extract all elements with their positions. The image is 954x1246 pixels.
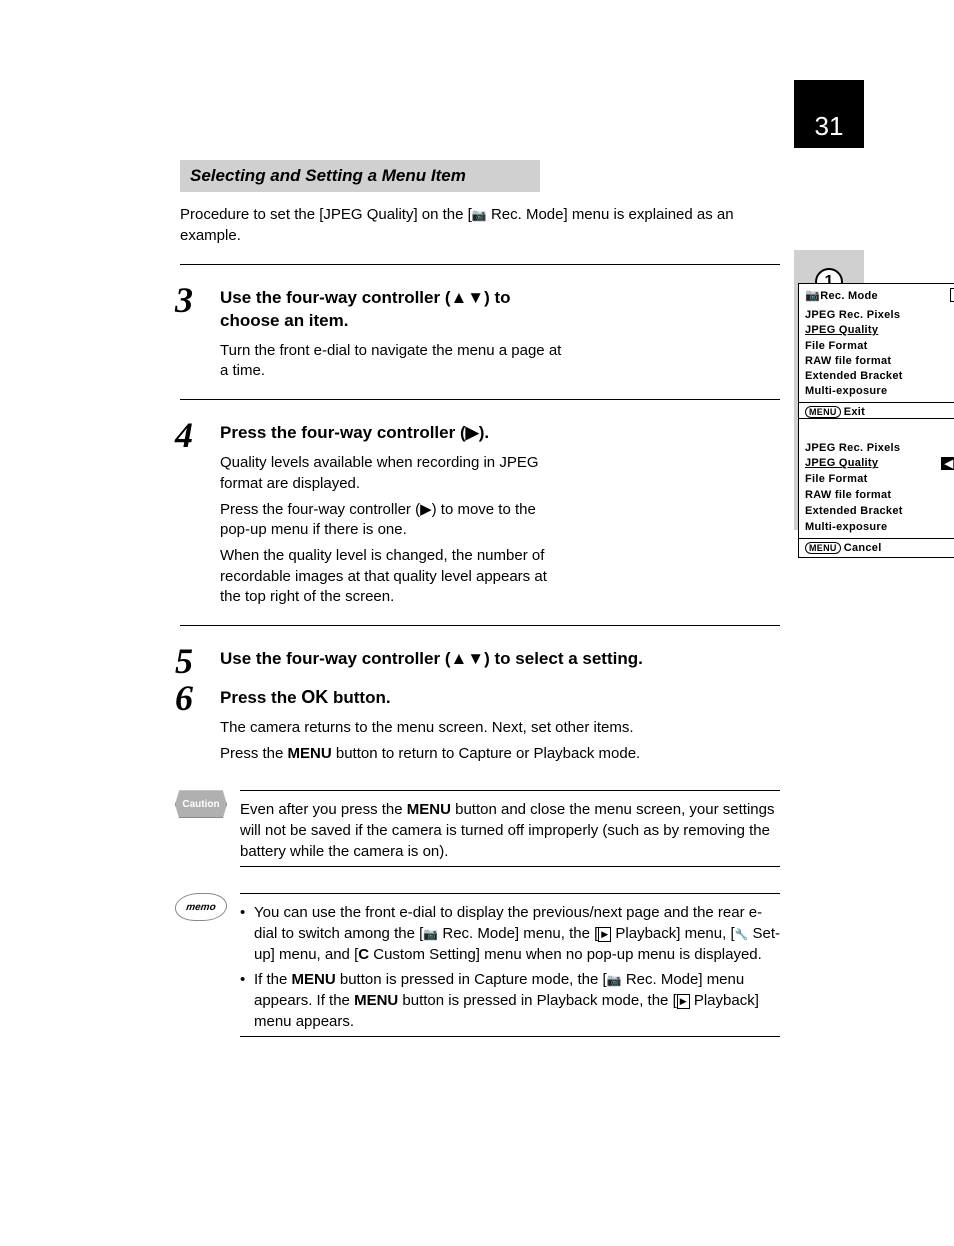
menu-row: JPEG Rec. Pixels14.6M [805, 440, 954, 455]
menu-row: JPEG Quality▶★★★ [805, 322, 954, 338]
menu-row: File FormatJPEG [805, 338, 954, 353]
memo-note: memo You can use the front e-dial to dis… [180, 893, 780, 1037]
menu-row: Multi-exposureOff [805, 383, 954, 398]
step-5-title: Use the four-way controller (▲▼) to sele… [220, 648, 780, 671]
camera-icon [472, 206, 487, 223]
page-number: 31 [794, 80, 864, 148]
step-5: 5 Use the four-way controller (▲▼) to se… [180, 648, 780, 671]
camera-icon [607, 971, 622, 988]
playback-icon: ▶ [677, 994, 690, 1009]
lcd-menu-example-1: Rec. Mode ▶🔧C JPEG Rec. Pixels14.6MJPEG … [798, 283, 954, 423]
step-4-p1: Quality levels available when recording … [220, 453, 565, 494]
step-6-title: Press the OK button. [220, 685, 780, 710]
wrench-icon [735, 925, 749, 942]
intro-paragraph: Procedure to set the [JPEG Quality] on t… [180, 204, 780, 246]
memo-item: If the MENU button is pressed in Capture… [240, 969, 780, 1032]
section-heading: Selecting and Setting a Menu Item [180, 160, 540, 192]
step-4-title: Press the four-way controller (▶). [220, 422, 565, 445]
step-6-p1: The camera returns to the menu screen. N… [220, 718, 780, 738]
menu-row: JPEG Quality◀★★★★ [805, 455, 954, 471]
menu-row: Multi-exposureOff [805, 519, 954, 534]
step-4-p2: Press the four-way controller (▶) to mov… [220, 500, 565, 541]
caution-badge: Caution [175, 790, 227, 818]
playback-icon: ▶ [598, 927, 611, 942]
menu-row: RAW file formatPEF [805, 353, 954, 368]
camera-icon [805, 290, 820, 302]
menu-row: RAW file format★★ [805, 487, 954, 503]
menu-button-label: MENU [805, 542, 841, 554]
step-4: 4 Press the four-way controller (▶). Qua… [180, 422, 780, 607]
step-3-body: Turn the front e-dial to navigate the me… [220, 341, 565, 382]
step-3-title: Use the four-way controller (▲▼) to choo… [220, 287, 565, 333]
step-number: 4 [175, 414, 193, 456]
step-4-p3: When the quality level is changed, the n… [220, 546, 565, 607]
step-3: 3 Use the four-way controller (▲▼) to ch… [180, 287, 780, 381]
step-number: 3 [175, 279, 193, 321]
step-6-p2: Press the MENU button to return to Captu… [220, 744, 780, 764]
step-number: 6 [175, 677, 193, 719]
step-6: 6 Press the OK button. The camera return… [180, 685, 780, 764]
menu-button-label: MENU [805, 406, 841, 418]
menu-tabs: ▶🔧C [950, 288, 954, 302]
menu-row: File Format★★★ [805, 471, 954, 487]
menu-row: Extended Bracket★ [805, 503, 954, 519]
lcd-menu-example-2: ▯ 128 JPEG Rec. Pixels14.6MJPEG Quality◀… [798, 418, 954, 558]
caution-note: Caution Even after you press the MENU bu… [180, 790, 780, 867]
camera-icon [423, 925, 438, 942]
menu-row: Extended BracketOff [805, 368, 954, 383]
memo-badge: memo [173, 893, 229, 921]
memo-item: You can use the front e-dial to display … [240, 902, 780, 965]
step-number: 5 [175, 640, 193, 682]
menu-row: JPEG Rec. Pixels14.6M [805, 307, 954, 322]
